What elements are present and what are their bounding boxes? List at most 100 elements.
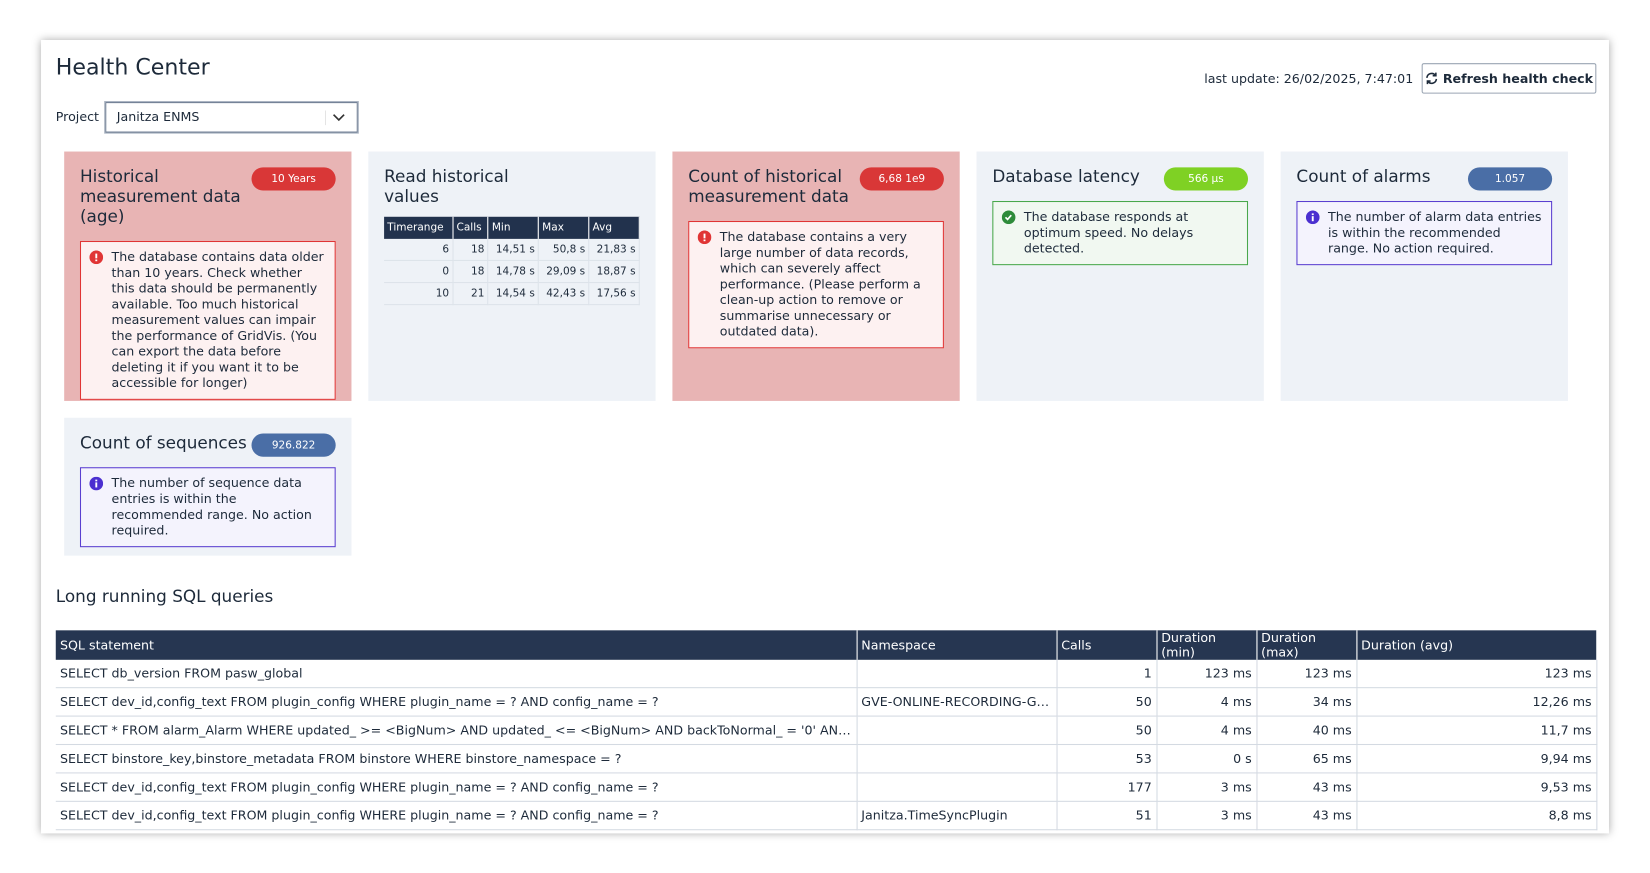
sql-cell: Janitza.TimeSyncPlugin — [856, 801, 1058, 831]
sql-header-cell: Calls — [1056, 630, 1158, 660]
mini-cell: 29,09 s — [538, 260, 590, 284]
badge: 6,68 1e9 — [859, 167, 944, 191]
sql-row: SELECT dev_id,config_text FROM plugin_co… — [55, 772, 1597, 802]
sql-header-cell: Duration (avg) — [1356, 630, 1597, 660]
sql-cell: SELECT * FROM alarm_Alarm WHERE updated_… — [55, 716, 858, 746]
icon-wrap — [1305, 210, 1320, 228]
health-panel: Health Center Project Janitza ENMS last … — [41, 39, 1609, 834]
mini-cell: 14,51 s — [488, 238, 540, 261]
sql-cell: 65 ms — [1256, 744, 1357, 774]
status-card: Count of sequences 926.822 The number of s… — [64, 417, 352, 556]
sql-cell: SELECT dev_id,config_text FROM plugin_co… — [55, 687, 858, 717]
project-value: Janitza ENMS — [116, 109, 200, 125]
message-box: The database contains data older than 10… — [79, 240, 336, 400]
mini-cell: 17,56 s — [588, 282, 640, 306]
sql-header-cell: Duration (max) — [1256, 630, 1357, 660]
dropdown-icon — [325, 110, 345, 126]
mini-cell: 0 — [384, 260, 454, 284]
mini-row: 10 21 14,54 s 42,43 s 17,56 s — [384, 282, 640, 306]
mini-header-cell: Max — [538, 216, 590, 239]
status-icon — [89, 250, 104, 265]
message: The number of alarm data entries is with… — [1328, 209, 1542, 256]
mini-cell: 21,83 s — [588, 238, 640, 261]
project-select[interactable]: Janitza ENMS — [105, 102, 358, 133]
mini-header-cell: Avg — [588, 216, 640, 239]
message: The database responds at optimum speed. … — [1023, 209, 1194, 256]
badge: 566 µs — [1163, 167, 1249, 191]
sql-row: SELECT db_version FROM pasw_global 1 123 m… — [55, 659, 1597, 689]
mini-cell: 18 — [452, 260, 489, 284]
sql-row: SELECT dev_id,config_text FROM plugin_co… — [55, 801, 1597, 831]
mini-row: 6 18 14,51 s 50,8 s 21,83 s — [384, 238, 640, 261]
sql-cell: 3 ms — [1156, 801, 1257, 831]
sql-cell: 40 ms — [1256, 716, 1357, 746]
sql-cell: 0 s — [1156, 744, 1257, 774]
sql-cell — [856, 716, 1058, 746]
mini-cell: 14,78 s — [488, 260, 540, 284]
project-label: Project — [55, 109, 99, 125]
sql-cell: 123 ms — [1256, 659, 1357, 689]
status-card: Historical measurement data (age) 10 Year… — [64, 151, 352, 401]
sql-header-cell: Namespace — [856, 630, 1058, 660]
card-title: Historical measurement data (age) — [79, 166, 241, 227]
sql-header-cell: Duration (min) — [1156, 630, 1257, 660]
status-card: Count of historical measurement data 6,68… — [672, 151, 960, 401]
sql-cell: 1 — [1056, 659, 1158, 689]
refresh-button[interactable]: Refresh health check — [1421, 63, 1597, 94]
mini-cell: 18 — [452, 238, 489, 261]
sql-cell: 4 ms — [1156, 687, 1257, 717]
sql-header-cell: SQL statement — [55, 630, 858, 660]
sql-cell: 53 — [1056, 744, 1158, 774]
sql-title: Long running SQL queries — [55, 586, 274, 607]
mini-row: 0 18 14,78 s 29,09 s 18,87 s — [384, 260, 640, 284]
card-title: Database latency — [992, 166, 1140, 187]
sql-header: SQL statement Namespace Calls Duration (min… — [55, 630, 1597, 660]
sql-cell — [856, 659, 1058, 689]
status-icon — [697, 230, 712, 245]
message: The number of sequence data entries is w… — [111, 475, 312, 538]
status-icon — [1001, 210, 1016, 225]
mini-header-cell: Timerange — [384, 216, 454, 239]
card-title: Read historical values — [384, 166, 509, 207]
page-title: Health Center — [55, 54, 210, 80]
mini-cell: 14,54 s — [488, 282, 540, 306]
card-title: Count of historical measurement data — [688, 166, 849, 207]
sql-cell: 9,53 ms — [1356, 772, 1597, 802]
sql-cell: 34 ms — [1256, 687, 1357, 717]
status-card: Count of alarms 1.057 The number of alarm … — [1280, 151, 1568, 401]
message: The database contains a very large numbe… — [719, 229, 921, 339]
sql-cell — [856, 744, 1058, 774]
sql-cell: 8,8 ms — [1356, 801, 1597, 831]
mini-cell: 42,43 s — [538, 282, 590, 306]
sql-row: SELECT dev_id,config_text FROM plugin_co… — [55, 687, 1597, 717]
card-title: Count of sequences — [79, 432, 247, 453]
status-icon — [1305, 210, 1320, 225]
refresh-label: Refresh health check — [1442, 71, 1594, 86]
badge: 10 Years — [251, 167, 336, 191]
message-box: The database contains a very large numbe… — [688, 220, 944, 349]
sql-cell: SELECT db_version FROM pasw_global — [55, 659, 858, 689]
mini-cell: 21 — [452, 282, 489, 306]
card-title: Count of alarms — [1296, 166, 1431, 187]
icon-wrap — [89, 250, 104, 268]
sql-row: SELECT * FROM alarm_Alarm WHERE updated_… — [55, 716, 1597, 746]
mini-header: Timerange Calls Min Max Avg — [384, 216, 640, 239]
message-box: The number of alarm data entries is with… — [1296, 200, 1553, 266]
sql-cell: 43 ms — [1256, 772, 1357, 802]
sql-cell: 50 — [1056, 687, 1158, 717]
sql-table: SQL statement Namespace Calls Duration (min… — [55, 630, 1597, 831]
badge: 926.822 — [251, 433, 336, 457]
message-box: The database responds at optimum speed. … — [992, 200, 1249, 266]
sql-cell: SELECT binstore_key,binstore_metadata FR… — [55, 744, 858, 774]
mini-cell: 18,87 s — [588, 260, 640, 284]
sql-cell: 3 ms — [1156, 772, 1257, 802]
sql-cell: SELECT dev_id,config_text FROM plugin_co… — [55, 772, 858, 802]
sql-cell: 9,94 ms — [1356, 744, 1597, 774]
icon-wrap — [89, 476, 104, 495]
sql-cell: 50 — [1056, 716, 1158, 746]
icon-wrap — [697, 230, 712, 248]
mini-cell: 6 — [384, 238, 454, 261]
